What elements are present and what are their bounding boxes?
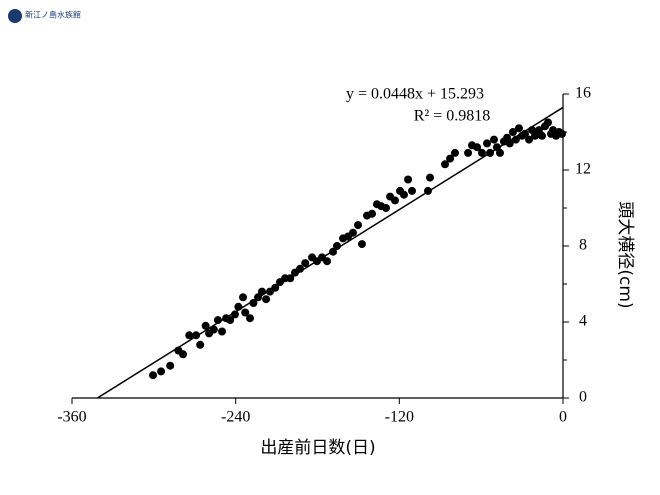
data-point: [514, 124, 523, 133]
data-point: [441, 160, 450, 169]
data-point: [489, 135, 498, 144]
data-point: [333, 242, 342, 250]
data-point: [495, 148, 504, 157]
data-point: [249, 299, 258, 307]
data-point: [245, 314, 254, 323]
data-point: [230, 310, 239, 319]
data-point: [301, 259, 310, 268]
logo-text: 新江ノ島水族館: [25, 10, 81, 20]
y-tick-label: 4: [579, 313, 587, 330]
data-point: [531, 131, 540, 140]
data-point: [399, 190, 408, 199]
data-point: [201, 321, 210, 330]
data-point: [149, 371, 158, 380]
data-point: [286, 274, 295, 283]
data-point: [239, 293, 248, 302]
data-point: [185, 331, 194, 340]
x-tick-label: -360: [57, 409, 86, 426]
data-point: [226, 316, 235, 325]
logo: 新江ノ島水族館: [8, 9, 81, 23]
x-tick-label: 0: [559, 409, 567, 426]
equation: y = 0.0448x + 15.293: [346, 86, 484, 103]
data-point: [525, 135, 534, 144]
data-point: [254, 293, 263, 302]
data-point: [483, 139, 492, 148]
data-point: [543, 118, 552, 127]
data-point: [408, 186, 417, 195]
data-point: [473, 143, 482, 152]
data-point: [511, 135, 520, 144]
data-point: [558, 129, 567, 138]
data-point: [271, 283, 280, 292]
data-point: [179, 350, 188, 359]
data-point: [296, 264, 305, 273]
x-axis-label: 出産前日数(日): [260, 438, 375, 458]
data-point: [218, 327, 227, 336]
data-point: [196, 340, 205, 349]
data-point: [166, 361, 175, 370]
data-point: [192, 331, 201, 340]
data-point: [464, 148, 473, 157]
data-point: [329, 247, 338, 256]
data-point: [537, 131, 546, 140]
logo-icon: [8, 9, 22, 23]
data-point: [505, 139, 514, 148]
y-tick-label: 12: [575, 161, 591, 178]
data-point: [234, 302, 243, 311]
data-point: [446, 154, 455, 163]
data-point: [390, 196, 399, 205]
data-point: [404, 175, 413, 184]
x-tick-label: -240: [221, 409, 250, 426]
data-point: [357, 240, 366, 249]
data-point: [381, 204, 390, 212]
data-point: [213, 316, 222, 325]
data-point: [348, 228, 357, 237]
data-point: [508, 128, 517, 136]
data-point: [520, 129, 529, 138]
data-point: [450, 148, 459, 157]
data-point: [426, 173, 435, 182]
data-point: [323, 257, 332, 266]
data-point: [241, 308, 250, 317]
data-point: [157, 367, 166, 376]
y-tick-label: 8: [579, 237, 587, 254]
data-point: [209, 325, 218, 334]
y-tick-label: 16: [575, 85, 591, 102]
data-point: [262, 295, 271, 304]
data-point: [257, 287, 266, 296]
data-point: [477, 148, 486, 157]
data-point: [423, 186, 432, 195]
data-point: [354, 221, 363, 230]
data-point: [368, 209, 377, 218]
r-squared: R² = 0.9818: [414, 108, 491, 125]
data-point: [486, 148, 495, 157]
x-tick-label: -120: [385, 409, 414, 426]
y-axis-label: 頭大横径(cm): [615, 201, 635, 308]
y-tick-label: 0: [579, 389, 587, 406]
